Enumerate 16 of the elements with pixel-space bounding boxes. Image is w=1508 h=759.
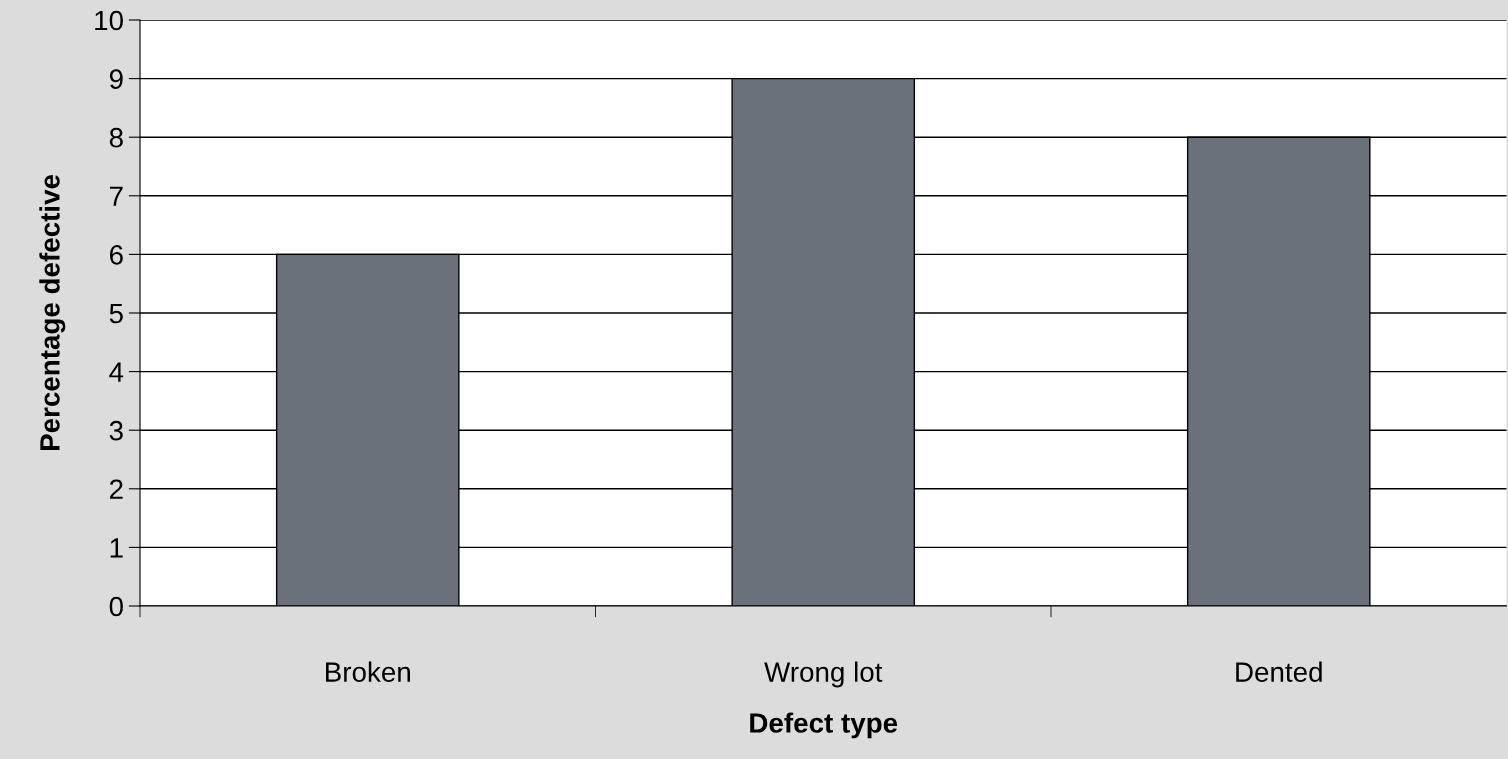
x-tick-label: Broken xyxy=(326,661,410,682)
y-tick-label: 3 xyxy=(109,420,123,441)
x-axis-title: Defect type xyxy=(750,712,898,739)
y-tick-label: 10 xyxy=(95,10,123,31)
y-tick-label: 8 xyxy=(109,127,123,148)
x-tick-label: Dented xyxy=(1236,661,1322,682)
y-tick-label: 1 xyxy=(110,538,123,558)
y-tick-label: 0 xyxy=(109,596,123,617)
y-tick-label: 5 xyxy=(109,303,123,324)
y-tick-label: 7 xyxy=(110,186,123,206)
y-tick-label: 4 xyxy=(109,362,124,382)
y-tick-label: 6 xyxy=(109,245,123,265)
x-tick-label: Wrong lot xyxy=(764,661,883,688)
y-axis-title: Percentage defective xyxy=(39,174,66,451)
y-tick-label: 9 xyxy=(109,69,123,89)
y-tick-label: 2 xyxy=(109,479,123,499)
